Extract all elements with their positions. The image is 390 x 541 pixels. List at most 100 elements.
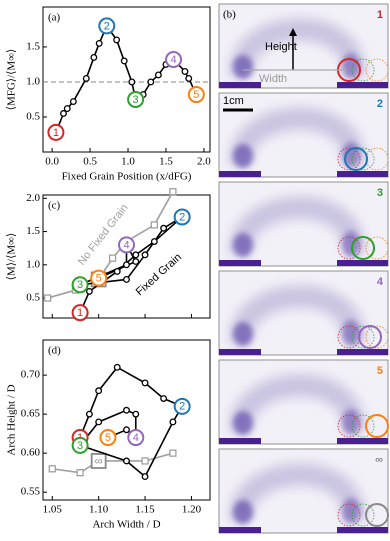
point: [48, 465, 56, 473]
point-label: 3: [133, 94, 139, 106]
fixed-grain: [344, 147, 368, 171]
wall: [337, 527, 388, 533]
point: [76, 469, 84, 477]
point-label-marker: [71, 436, 89, 454]
fixed-grain: [365, 414, 389, 438]
grain-blob: [233, 322, 253, 346]
y-tick-label: 1.5: [26, 40, 40, 52]
frame-label: 1: [377, 9, 383, 21]
point: [43, 294, 52, 302]
point: [169, 418, 177, 426]
grain-blob: [233, 233, 253, 257]
series-line: [55, 24, 198, 133]
x-tick-label: 1.20: [182, 504, 202, 516]
point: [63, 105, 71, 113]
point: [169, 449, 177, 457]
point: [123, 261, 130, 269]
frame-label: 4: [377, 276, 384, 288]
point: [95, 418, 103, 426]
point: [160, 395, 168, 402]
grain-outline: [337, 147, 361, 171]
wall: [337, 349, 388, 355]
x-tick-label: 1.5: [159, 156, 173, 168]
point: [85, 410, 93, 418]
wall: [337, 260, 388, 266]
frame-label: 5: [377, 365, 383, 377]
point-label: 2: [104, 20, 110, 32]
panel-label: (a): [48, 12, 61, 24]
point: [150, 221, 158, 229]
point: [123, 275, 130, 283]
wall: [219, 349, 261, 355]
point: [132, 410, 140, 418]
grain-blob: [342, 53, 360, 79]
point: [95, 387, 103, 395]
point-label-marker: [71, 276, 89, 294]
point-label: 3: [77, 440, 83, 452]
y-tick-label: 1.0: [26, 75, 40, 87]
point: [90, 53, 98, 61]
x-tick-label: 0.0: [45, 156, 59, 168]
y-tick-label: 0.55: [21, 486, 41, 498]
point: [141, 473, 149, 481]
arrow-head: [289, 28, 297, 36]
x-tick-label: 2.0: [197, 156, 211, 168]
point: [123, 406, 130, 414]
plot-frame: [42, 194, 211, 319]
wall: [219, 171, 261, 177]
image-frame: 4: [218, 270, 389, 356]
point-label-marker: [71, 304, 89, 322]
wall: [337, 438, 388, 444]
point-label-marker: [127, 90, 145, 108]
grain-blob: [233, 411, 253, 435]
point-label: 1: [53, 127, 59, 139]
point: [69, 98, 77, 106]
fixed-grain: [365, 503, 389, 527]
point: [154, 71, 162, 79]
point: [132, 251, 140, 259]
point-label: 2: [179, 211, 185, 223]
grain-blob: [233, 500, 253, 524]
point-label: 3: [77, 279, 83, 291]
fixed-grain: [351, 236, 375, 260]
y-axis-label: Arch Height / D: [6, 384, 18, 455]
point: [113, 363, 121, 371]
point: [123, 426, 130, 434]
point: [181, 67, 189, 75]
y-tick-label: 0.65: [21, 408, 41, 420]
plot-frame: [42, 6, 211, 153]
x-tick-label: 1.0: [121, 156, 135, 168]
y-tick-label: 0.5: [26, 111, 40, 123]
series-annotation: No Fixed Grain: [76, 202, 131, 268]
y-tick-label: 0.70: [21, 369, 41, 381]
grain-outline: [365, 236, 389, 260]
x-axis-label: Fixed Grain Position (x/dFG): [62, 171, 192, 183]
point: [113, 36, 121, 44]
point-label-marker: [127, 429, 145, 447]
scale-label: 1cm: [223, 95, 244, 107]
image-frame: ∞: [218, 448, 389, 534]
point: [150, 238, 158, 245]
point-label: 4: [123, 239, 129, 251]
point-label-marker: [118, 236, 135, 254]
point: [108, 254, 117, 262]
point-label-marker: [173, 208, 191, 226]
point: [120, 57, 128, 65]
point: [160, 224, 168, 232]
wall: [219, 82, 261, 88]
point-label: 4: [171, 54, 177, 66]
frame-label: ∞: [375, 454, 383, 466]
frame-label: 2: [377, 98, 383, 110]
point-label: 1: [77, 307, 83, 319]
grain-outline: [365, 58, 389, 82]
y-tick-label: 1.5: [26, 225, 40, 237]
point: [95, 39, 103, 47]
point-label: ∞: [95, 455, 103, 467]
point: [141, 379, 149, 387]
image-frame: 3: [218, 181, 389, 267]
grain-blob: [342, 231, 360, 257]
image-frame: 5: [218, 359, 389, 445]
point-label-marker: [98, 17, 116, 35]
point: [85, 287, 93, 295]
